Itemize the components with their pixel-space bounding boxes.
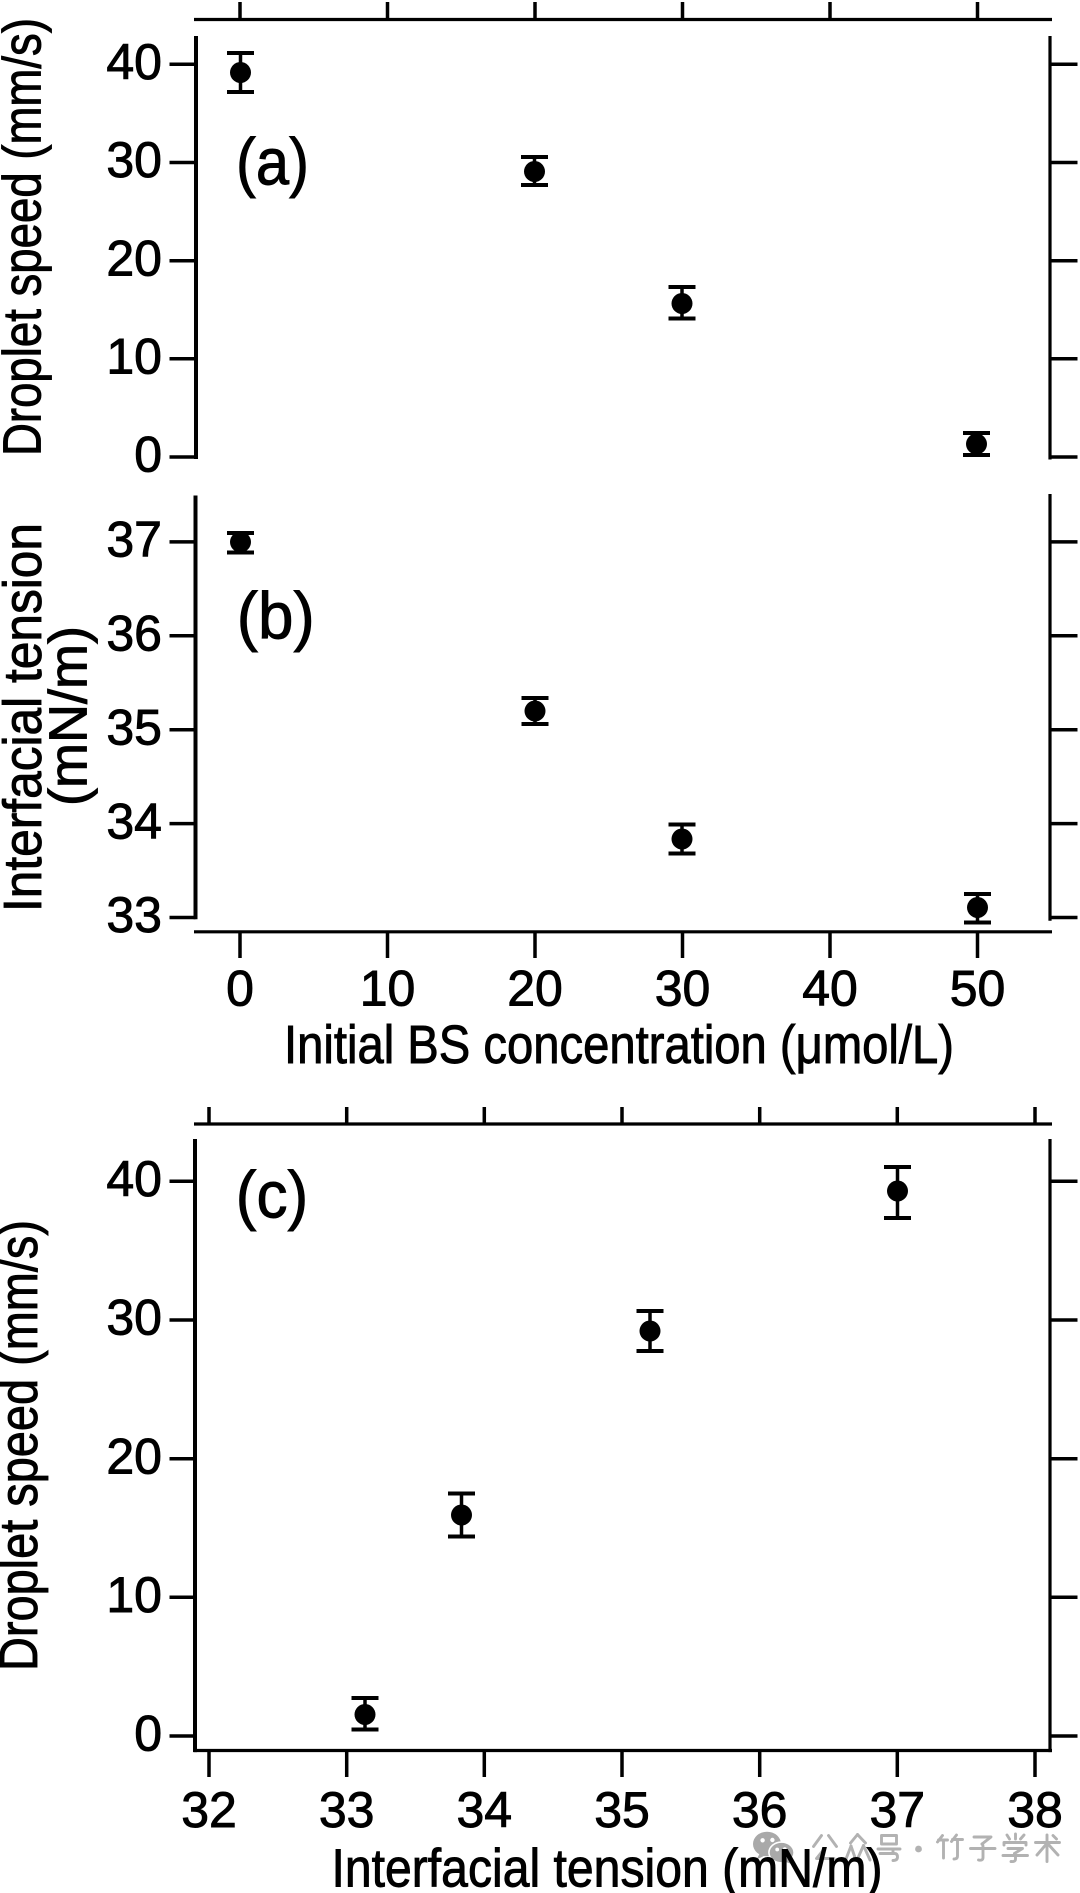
- svg-text:10: 10: [360, 961, 416, 1017]
- svg-text:0: 0: [226, 961, 254, 1017]
- svg-text:(a): (a): [236, 125, 309, 199]
- svg-text:50: 50: [950, 961, 1006, 1017]
- svg-text:37: 37: [869, 1782, 925, 1838]
- svg-text:0: 0: [134, 1706, 162, 1762]
- svg-text:32: 32: [181, 1782, 237, 1838]
- svg-text:20: 20: [507, 961, 563, 1017]
- svg-text:40: 40: [802, 961, 858, 1017]
- svg-text:33: 33: [319, 1782, 375, 1838]
- svg-text:35: 35: [594, 1782, 650, 1838]
- svg-text:Initial BS concentration (μmol: Initial BS concentration (μmol/L): [284, 1016, 954, 1075]
- svg-text:38: 38: [1007, 1782, 1063, 1838]
- svg-text:0: 0: [134, 427, 162, 483]
- svg-text:(b): (b): [237, 579, 315, 653]
- svg-text:33: 33: [106, 887, 162, 943]
- svg-text:Interfacial tension: Interfacial tension: [0, 523, 53, 912]
- svg-text:20: 20: [106, 230, 162, 286]
- svg-text:30: 30: [106, 132, 162, 188]
- svg-text:(c): (c): [236, 1158, 309, 1232]
- svg-text:40: 40: [106, 34, 162, 90]
- svg-text:Interfacial tension (mN/m): Interfacial tension (mN/m): [332, 1839, 883, 1893]
- svg-text:34: 34: [106, 793, 162, 849]
- svg-text:40: 40: [106, 1151, 162, 1207]
- svg-text:20: 20: [106, 1428, 162, 1484]
- svg-text:35: 35: [106, 699, 162, 755]
- svg-text:36: 36: [732, 1782, 788, 1838]
- svg-text:30: 30: [655, 961, 711, 1017]
- svg-text:10: 10: [106, 1567, 162, 1623]
- svg-text:30: 30: [106, 1290, 162, 1346]
- svg-text:37: 37: [106, 512, 162, 568]
- svg-text:Droplet speed (mm/s): Droplet speed (mm/s): [0, 18, 53, 456]
- svg-text:36: 36: [106, 606, 162, 662]
- svg-text:Droplet speed (mm/s): Droplet speed (mm/s): [0, 1220, 49, 1671]
- svg-text:34: 34: [456, 1782, 512, 1838]
- svg-text:10: 10: [106, 329, 162, 385]
- svg-text:(mN/m): (mN/m): [40, 626, 99, 806]
